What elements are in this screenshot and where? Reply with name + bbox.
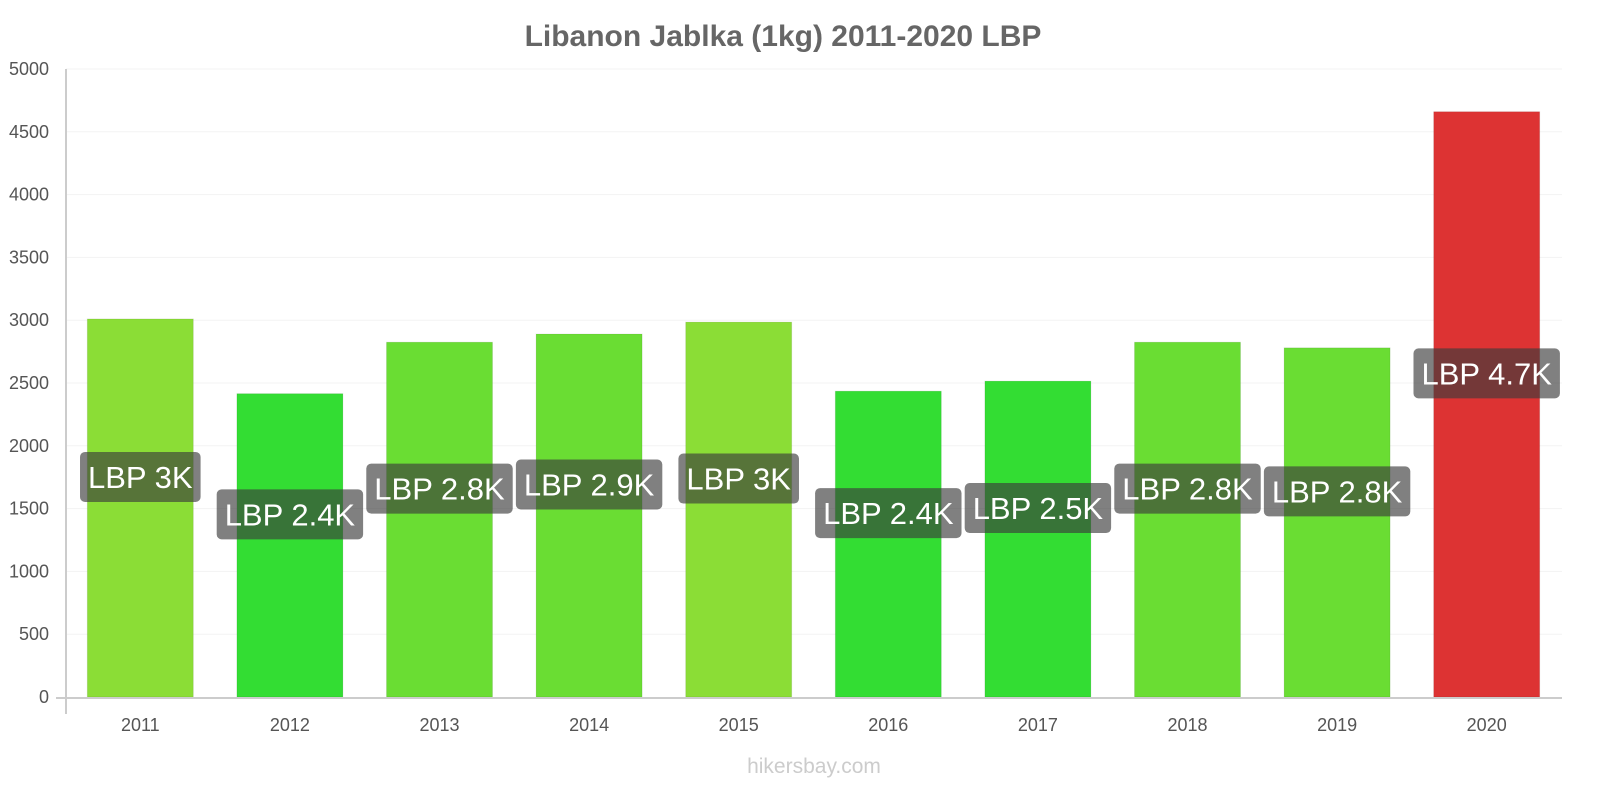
- x-tick-label: 2016: [868, 715, 908, 735]
- x-tick-label: 2014: [569, 715, 609, 735]
- bar-2014: [535, 333, 643, 698]
- data-label-text: LBP 2.8K: [374, 472, 505, 507]
- data-label-box: [80, 451, 201, 502]
- data-label-text: LBP 3K: [686, 462, 791, 497]
- bar-2017: [984, 380, 1092, 698]
- y-tick-label: 3500: [9, 247, 49, 267]
- data-label: LBP 2.8K: [1263, 466, 1411, 517]
- watermark: hikersbay.com: [747, 755, 881, 778]
- y-tick-label: 0: [39, 687, 49, 707]
- data-label: LBP 3K: [678, 453, 799, 504]
- y-tick-label: 3000: [9, 310, 49, 330]
- bar-2011: [86, 318, 194, 698]
- data-label-text: LBP 2.8K: [1272, 474, 1403, 509]
- bar-2018: [1134, 341, 1241, 698]
- x-tick-label: 2012: [270, 715, 310, 735]
- data-label-box: [678, 453, 799, 504]
- x-tick-label: 2015: [719, 715, 759, 735]
- data-label-text: LBP 2.4K: [225, 497, 356, 532]
- x-tick-label: 2018: [1167, 715, 1207, 735]
- bar-2012: [236, 393, 344, 698]
- data-label: LBP 2.4K: [216, 489, 364, 540]
- y-tick-label: 500: [19, 624, 49, 644]
- bar-2016: [834, 390, 942, 698]
- y-tick-label: 2000: [9, 436, 49, 456]
- data-label-text: LBP 4.7K: [1421, 356, 1552, 391]
- data-label-text: LBP 2.5K: [973, 491, 1104, 526]
- data-label: LBP 2.5K: [964, 483, 1112, 534]
- data-label: LBP 4.7K: [1413, 348, 1560, 399]
- data-label-text: LBP 2.8K: [1122, 472, 1253, 507]
- x-tick-label: 2020: [1467, 715, 1507, 735]
- data-label-text: LBP 3K: [88, 460, 193, 495]
- x-tick-label: 2019: [1317, 715, 1357, 735]
- data-label: LBP 2.8K: [366, 463, 513, 514]
- data-label-box: [964, 483, 1112, 534]
- data-label-box: [1413, 348, 1560, 399]
- data-label: LBP 3K: [80, 451, 201, 502]
- y-tick-label: 1000: [9, 561, 49, 581]
- data-label-box: [1114, 463, 1261, 514]
- data-label: LBP 2.9K: [515, 459, 663, 510]
- data-label-box: [216, 489, 364, 540]
- data-label-text: LBP 2.4K: [823, 496, 954, 531]
- data-label: LBP 2.8K: [1114, 463, 1261, 514]
- data-label-box: [515, 459, 663, 510]
- bar-2015: [685, 321, 793, 698]
- chart-title: Libanon Jablka (1kg) 2011-2020 LBP: [525, 20, 1042, 53]
- bar-2019: [1283, 347, 1391, 698]
- x-tick-label: 2017: [1018, 715, 1058, 735]
- y-tick-label: 2500: [9, 373, 49, 393]
- x-tick-label: 2013: [419, 715, 459, 735]
- y-tick-label: 1500: [9, 499, 49, 519]
- y-tick-label: 4500: [9, 122, 49, 142]
- data-label-box: [815, 488, 962, 539]
- x-tick-label: 2011: [121, 715, 160, 735]
- data-label-box: [1263, 466, 1411, 517]
- bar-2013: [386, 341, 493, 698]
- data-label-box: [366, 463, 513, 514]
- y-tick-label: 4000: [9, 185, 49, 205]
- bar-2020: [1433, 111, 1541, 698]
- data-label: LBP 2.4K: [815, 488, 962, 539]
- y-tick-label: 5000: [9, 59, 49, 79]
- data-label-text: LBP 2.9K: [524, 468, 655, 503]
